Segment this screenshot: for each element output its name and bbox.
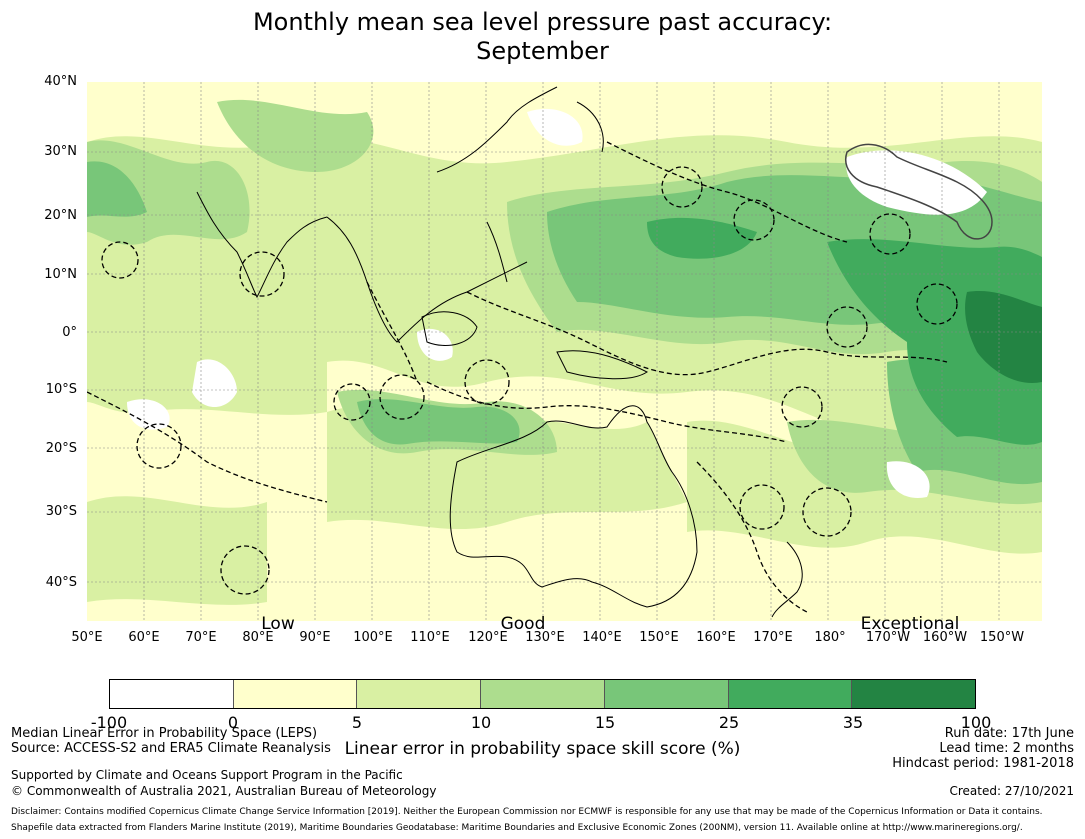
chart-title: Monthly mean sea level pressure past acc… <box>0 8 1085 66</box>
lon-label: 150°E <box>639 630 679 645</box>
lat-label: 40°S <box>45 575 77 590</box>
category-exceptional: Exceptional <box>860 614 960 634</box>
colorbar-tick: 5 <box>351 713 363 732</box>
eez-circle <box>661 166 703 208</box>
lon-label: 120°E <box>468 630 508 645</box>
skill-band-25-35 <box>647 217 1042 445</box>
lat-label: 10°N <box>44 267 77 282</box>
colorbar-segment <box>481 680 605 708</box>
china-coastline <box>436 86 558 173</box>
footer-source: Source: ACCESS-S2 and ERA5 Climate Reana… <box>11 741 331 756</box>
footer-leps: Median Linear Error in Probability Space… <box>11 726 318 741</box>
lon-label: 130°E <box>525 630 565 645</box>
eez-circle <box>781 386 823 428</box>
colorbar-segment <box>604 680 729 708</box>
new-zealand-coastline <box>771 541 803 618</box>
category-low: Low <box>261 614 295 634</box>
colorbar-label: Linear error in probability space skill … <box>344 739 741 759</box>
eez-boundaries <box>87 141 958 613</box>
colorbar-tick: 0 <box>227 713 239 732</box>
lat-label: 30°S <box>45 504 77 519</box>
lat-label: 20°N <box>44 208 77 223</box>
colorbar-tick: 100 <box>960 713 992 732</box>
eez-circle <box>136 423 182 469</box>
borneo-coastline <box>421 311 478 346</box>
footer-support: Supported by Climate and Oceans Support … <box>11 768 403 782</box>
lat-label: 20°S <box>45 441 77 456</box>
category-good: Good <box>500 614 546 634</box>
footer-created: Created: 27/10/2021 <box>949 784 1074 798</box>
lat-label: 10°S <box>45 382 77 397</box>
colorbar-tick: 10 <box>470 713 492 732</box>
footer-hindcast: Hindcast period: 1981-2018 <box>892 756 1074 771</box>
eez-circle <box>733 199 775 241</box>
skill-band-negative <box>127 108 987 498</box>
eez-circle <box>333 383 371 421</box>
southeast-asia-coastline <box>326 216 528 343</box>
eez-circle <box>869 213 911 255</box>
lon-label: 70°E <box>185 630 217 645</box>
title-line-2: September <box>476 37 609 65</box>
colorbar-segment <box>852 680 976 708</box>
eez-circle <box>101 241 139 279</box>
footer-shapefile: Shapefile data extracted from Flanders M… <box>11 823 1023 833</box>
colorbar-tick: 15 <box>594 713 616 732</box>
lon-label: 160°E <box>696 630 736 645</box>
skill-map <box>87 82 1042 621</box>
coastlines <box>196 86 803 618</box>
lat-label: 30°N <box>44 144 77 159</box>
lat-label: 0° <box>62 325 77 340</box>
lon-label: 50°E <box>71 630 103 645</box>
philippines-coastline <box>486 221 508 283</box>
japan-coastline <box>576 101 604 153</box>
lon-label: 160°W <box>922 630 968 645</box>
eez-circle <box>739 484 785 530</box>
hawaii-eez-outline <box>845 143 993 240</box>
footer-copyright: © Commonwealth of Australia 2021, Austra… <box>11 784 437 798</box>
eez-circle <box>464 359 510 405</box>
footer-lead-time: Lead time: 2 months <box>939 741 1074 756</box>
footer-run-date: Run date: 17th June <box>944 726 1074 741</box>
title-line-1: Monthly mean sea level pressure past acc… <box>252 8 833 36</box>
australia-coastline <box>449 405 698 608</box>
skill-band-35-100 <box>965 290 1042 383</box>
colorbar-segment <box>233 680 358 708</box>
colorbar-segment <box>110 680 234 708</box>
eez-circle <box>802 487 852 537</box>
lon-label: 110°E <box>410 630 450 645</box>
colorbar-segment <box>357 680 482 708</box>
lon-label: 90°E <box>299 630 331 645</box>
colorbar-tick: 25 <box>718 713 740 732</box>
lon-label: 170°E <box>753 630 793 645</box>
lon-label: 180° <box>814 630 846 645</box>
eez-circle <box>220 545 270 595</box>
colorbar-segment <box>728 680 853 708</box>
lon-label: 150°W <box>979 630 1025 645</box>
lon-label: 140°E <box>582 630 622 645</box>
map-canvas <box>87 82 1042 621</box>
lon-label: 170°W <box>865 630 911 645</box>
colorbar <box>109 679 976 709</box>
lat-label: 40°N <box>44 74 77 89</box>
eez-circle <box>826 306 868 348</box>
lon-label: 100°E <box>353 630 393 645</box>
eez-circle <box>916 283 958 325</box>
india-coastline <box>196 191 328 299</box>
colorbar-tick: 35 <box>842 713 864 732</box>
new-guinea-coastline <box>556 350 648 380</box>
lon-label: 80°E <box>242 630 274 645</box>
lon-label: 60°E <box>128 630 160 645</box>
footer-disclaimer: Disclaimer: Contains modified Copernicus… <box>11 807 1043 817</box>
colorbar-tick: -100 <box>90 713 128 732</box>
map-gridlines <box>87 82 1042 621</box>
eez-circle <box>239 251 285 297</box>
eez-circle <box>379 374 425 420</box>
